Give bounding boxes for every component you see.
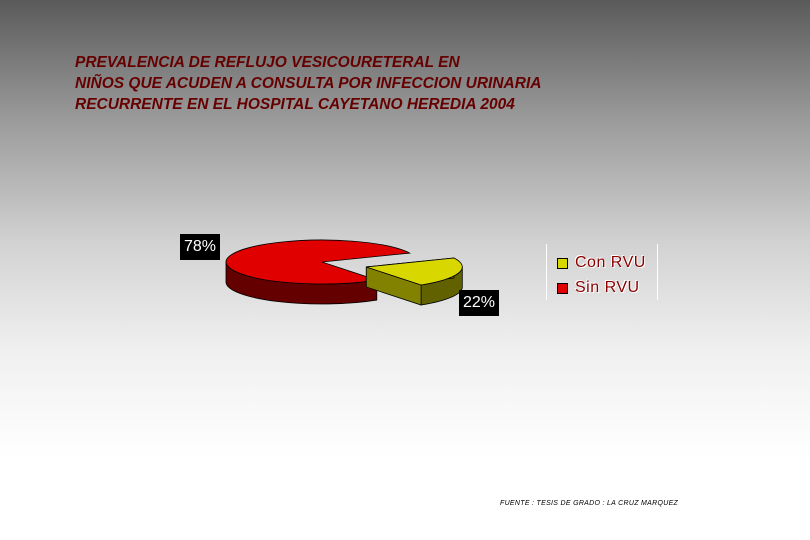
legend-label-con-rvu: Con RVU [575, 254, 646, 271]
legend-swatch-sin-rvu [557, 282, 568, 294]
legend-swatch-con-rvu [557, 257, 568, 269]
pie-slice-top-con-rvu [366, 257, 463, 286]
slice-label-sin-rvu: 78% [180, 234, 221, 260]
pie-slice-sin-rvu [225, 239, 412, 305]
pie-slice-con-rvu [365, 257, 463, 306]
legend-item-con-rvu: Con RVU [557, 254, 646, 272]
chart-title-line-3: RECURRENTE EN EL HOSPITAL CAYETANO HERED… [75, 96, 515, 113]
pie-slice-top-sin-rvu [225, 239, 412, 285]
source-footnote: FUENTE : TESIS DE GRADO : LA CRUZ MARQUE… [500, 500, 679, 507]
legend-item-sin-rvu: Sin RVU [557, 279, 640, 297]
chart-title: PREVALENCIA DE REFLUJO VESICOURETERAL EN… [75, 52, 715, 115]
slice-label-con-rvu: 22% [459, 290, 500, 316]
chart-title-line-1: PREVALENCIA DE REFLUJO VESICOURETERAL EN [75, 54, 460, 71]
legend: Con RVU Sin RVU [546, 244, 658, 300]
chart-title-line-2: NIÑOS QUE ACUDEN A CONSULTA POR INFECCIO… [75, 75, 542, 92]
legend-label-sin-rvu: Sin RVU [575, 279, 640, 296]
